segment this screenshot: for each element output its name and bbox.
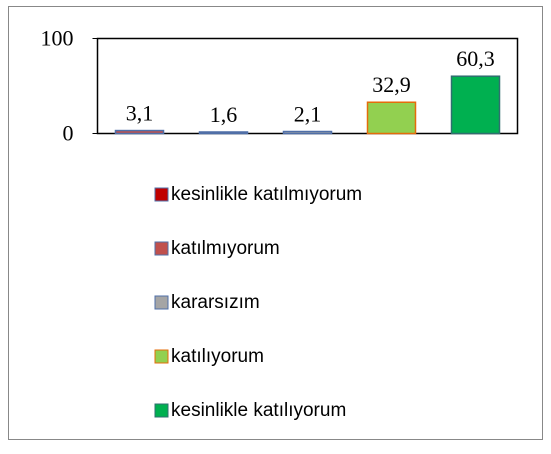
data-label: 32,9 bbox=[372, 72, 411, 97]
bar bbox=[366, 101, 417, 135]
bar bbox=[114, 129, 165, 135]
legend-label: katılmıyorum bbox=[171, 238, 280, 259]
data-label: 60,3 bbox=[456, 46, 495, 71]
bar bbox=[282, 130, 333, 135]
y-tick-label: 100 bbox=[41, 26, 74, 51]
legend-swatch bbox=[154, 295, 169, 310]
legend-label: kararsızım bbox=[171, 292, 260, 313]
legend-swatch bbox=[154, 241, 169, 256]
legend-label: katılıyorum bbox=[171, 346, 264, 367]
legend-swatch bbox=[154, 403, 169, 418]
data-label: 2,1 bbox=[294, 102, 322, 127]
data-label: 1,6 bbox=[210, 102, 238, 127]
legend-swatch bbox=[154, 349, 169, 364]
data-label: 3,1 bbox=[126, 101, 154, 126]
bar bbox=[198, 131, 249, 135]
legend-label: kesinlikle katılıyorum bbox=[171, 400, 346, 421]
legend-swatch bbox=[154, 187, 169, 202]
legend-label: kesinlikle katılmıyorum bbox=[171, 184, 362, 205]
y-tick-label: 0 bbox=[63, 121, 74, 146]
chart-frame bbox=[8, 6, 543, 440]
bar bbox=[450, 75, 501, 135]
